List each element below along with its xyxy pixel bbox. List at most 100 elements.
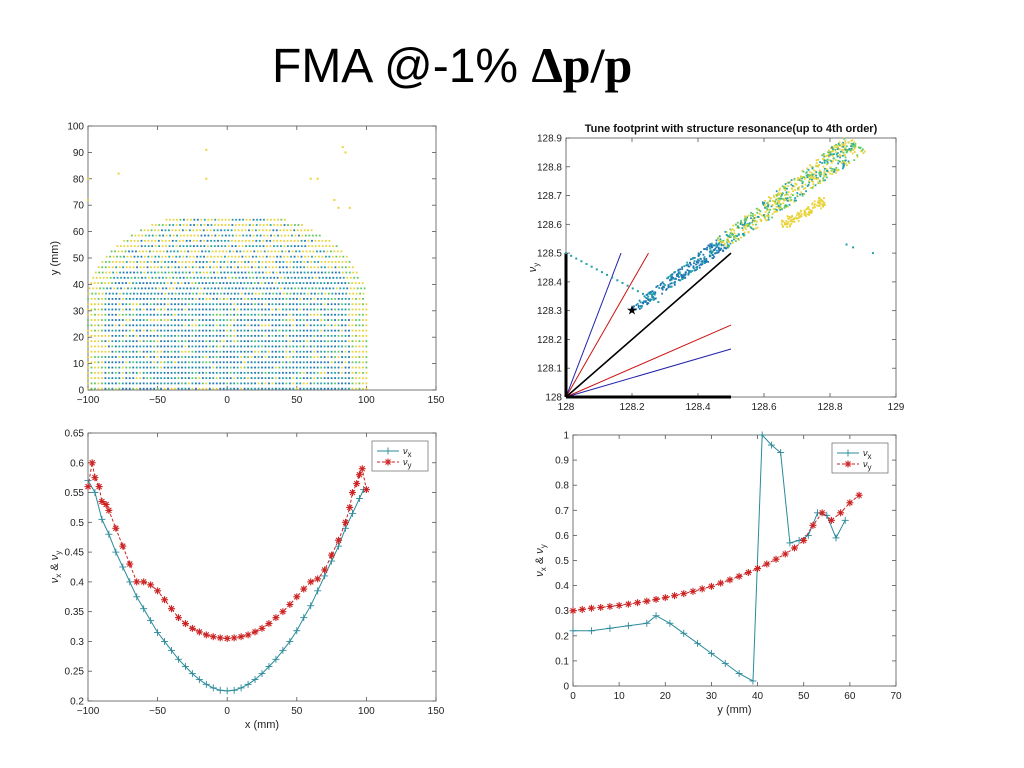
chart0-point — [174, 334, 176, 337]
chart1-footprint-point — [798, 186, 800, 189]
chart1-branch-point — [790, 222, 793, 225]
chart0-point — [160, 298, 163, 300]
chart0-point — [264, 308, 267, 311]
chart1-footprint-point — [647, 299, 650, 301]
chart0-point — [288, 366, 291, 369]
chart0-point — [226, 382, 229, 385]
chart1-branch-point — [813, 200, 816, 203]
chart0-point — [268, 292, 271, 295]
chart1-footprint-point — [810, 180, 813, 182]
chart0-point — [139, 261, 142, 263]
chart1-footprint-point — [807, 180, 810, 183]
chart0-point — [144, 245, 147, 248]
chart0-point — [316, 387, 319, 390]
chart0-point — [168, 245, 171, 248]
chart3-xtick-label: 70 — [890, 691, 902, 702]
chart1-footprint-point — [781, 193, 783, 196]
chart0-point — [307, 239, 310, 242]
chart1-footprint-point — [750, 214, 752, 217]
chart0-point — [295, 356, 298, 358]
chart1-footprint-point — [827, 151, 829, 154]
chart0-point — [163, 308, 166, 311]
chart0-point — [146, 366, 149, 369]
chart2-marker — [168, 605, 175, 612]
chart0-point — [205, 282, 207, 284]
chart1-footprint-point — [640, 306, 643, 309]
chart0-point — [240, 319, 243, 321]
chart0-point — [191, 382, 194, 385]
chart0-point — [106, 287, 109, 290]
chart0-point — [266, 287, 269, 290]
chart0-point — [94, 382, 96, 385]
chart0-point — [309, 298, 312, 300]
chart0-point — [139, 387, 142, 390]
chart0-point — [114, 340, 117, 343]
chart0-point — [208, 340, 211, 343]
chart1-footprint-point — [785, 191, 788, 194]
chart0-point — [278, 324, 281, 327]
chart1-branch-point — [789, 216, 791, 218]
chart0-point — [202, 292, 205, 295]
chart0-point — [328, 287, 331, 290]
chart0-point — [254, 266, 257, 269]
chart0-point — [156, 356, 159, 358]
chart0-point — [334, 261, 337, 263]
chart0-point — [264, 282, 267, 284]
chart0-point — [330, 387, 333, 390]
chart0-point — [107, 334, 110, 337]
chart0-point — [181, 350, 183, 353]
chart0-point — [112, 292, 114, 295]
chart0-point — [306, 303, 309, 306]
chart0-point — [219, 324, 222, 327]
chart0-point — [257, 371, 260, 374]
chart0-point — [241, 239, 244, 242]
chart0-point — [201, 340, 204, 343]
chart1-footprint-point — [751, 212, 754, 215]
chart1-footprint-point — [838, 148, 841, 150]
chart0-point — [90, 319, 93, 321]
chart0-point — [170, 377, 173, 380]
chart1-footprint-point — [841, 160, 844, 162]
chart0-point — [365, 324, 368, 327]
chart0-point — [212, 324, 215, 327]
chart0-point — [207, 287, 209, 290]
chart0-point — [87, 387, 89, 390]
chart1-footprint-point — [806, 185, 809, 187]
chart0-point — [313, 361, 316, 364]
chart0-point — [355, 377, 357, 380]
chart1-footprint-point — [677, 268, 680, 271]
chart0-point — [184, 329, 187, 332]
chart0-point — [344, 345, 347, 348]
chart0-point — [344, 303, 347, 306]
chart0-point — [254, 261, 257, 263]
chart0-point — [323, 313, 326, 316]
chart0-point — [210, 239, 212, 242]
chart1-dotted-point — [565, 252, 567, 255]
chart0-point — [111, 366, 114, 369]
chart0-point — [168, 255, 171, 258]
chart0-point — [261, 271, 264, 274]
chart1-footprint-point — [830, 161, 833, 164]
chart0-point — [302, 334, 305, 337]
chart1-footprint-point — [700, 260, 703, 263]
chart0-point — [261, 377, 263, 380]
chart0-point — [309, 313, 312, 316]
chart1-footprint-point — [836, 152, 839, 155]
chart0-point — [156, 313, 159, 316]
chart1-footprint-point — [827, 154, 830, 157]
chart0-point — [212, 329, 215, 332]
chart0-point — [323, 356, 326, 358]
chart0-point — [163, 382, 166, 385]
chart0-point — [303, 271, 306, 274]
chart0-point — [282, 229, 285, 232]
chart0-point — [130, 245, 133, 248]
chart0-point — [128, 382, 131, 385]
chart1-footprint-point — [832, 154, 834, 157]
chart0-point — [297, 287, 300, 290]
chart0-point — [238, 245, 241, 248]
chart0-point — [142, 319, 145, 321]
chart0-point — [251, 239, 254, 242]
chart0-point — [320, 387, 323, 390]
chart0-point — [214, 276, 216, 279]
chart0-point — [307, 245, 310, 248]
